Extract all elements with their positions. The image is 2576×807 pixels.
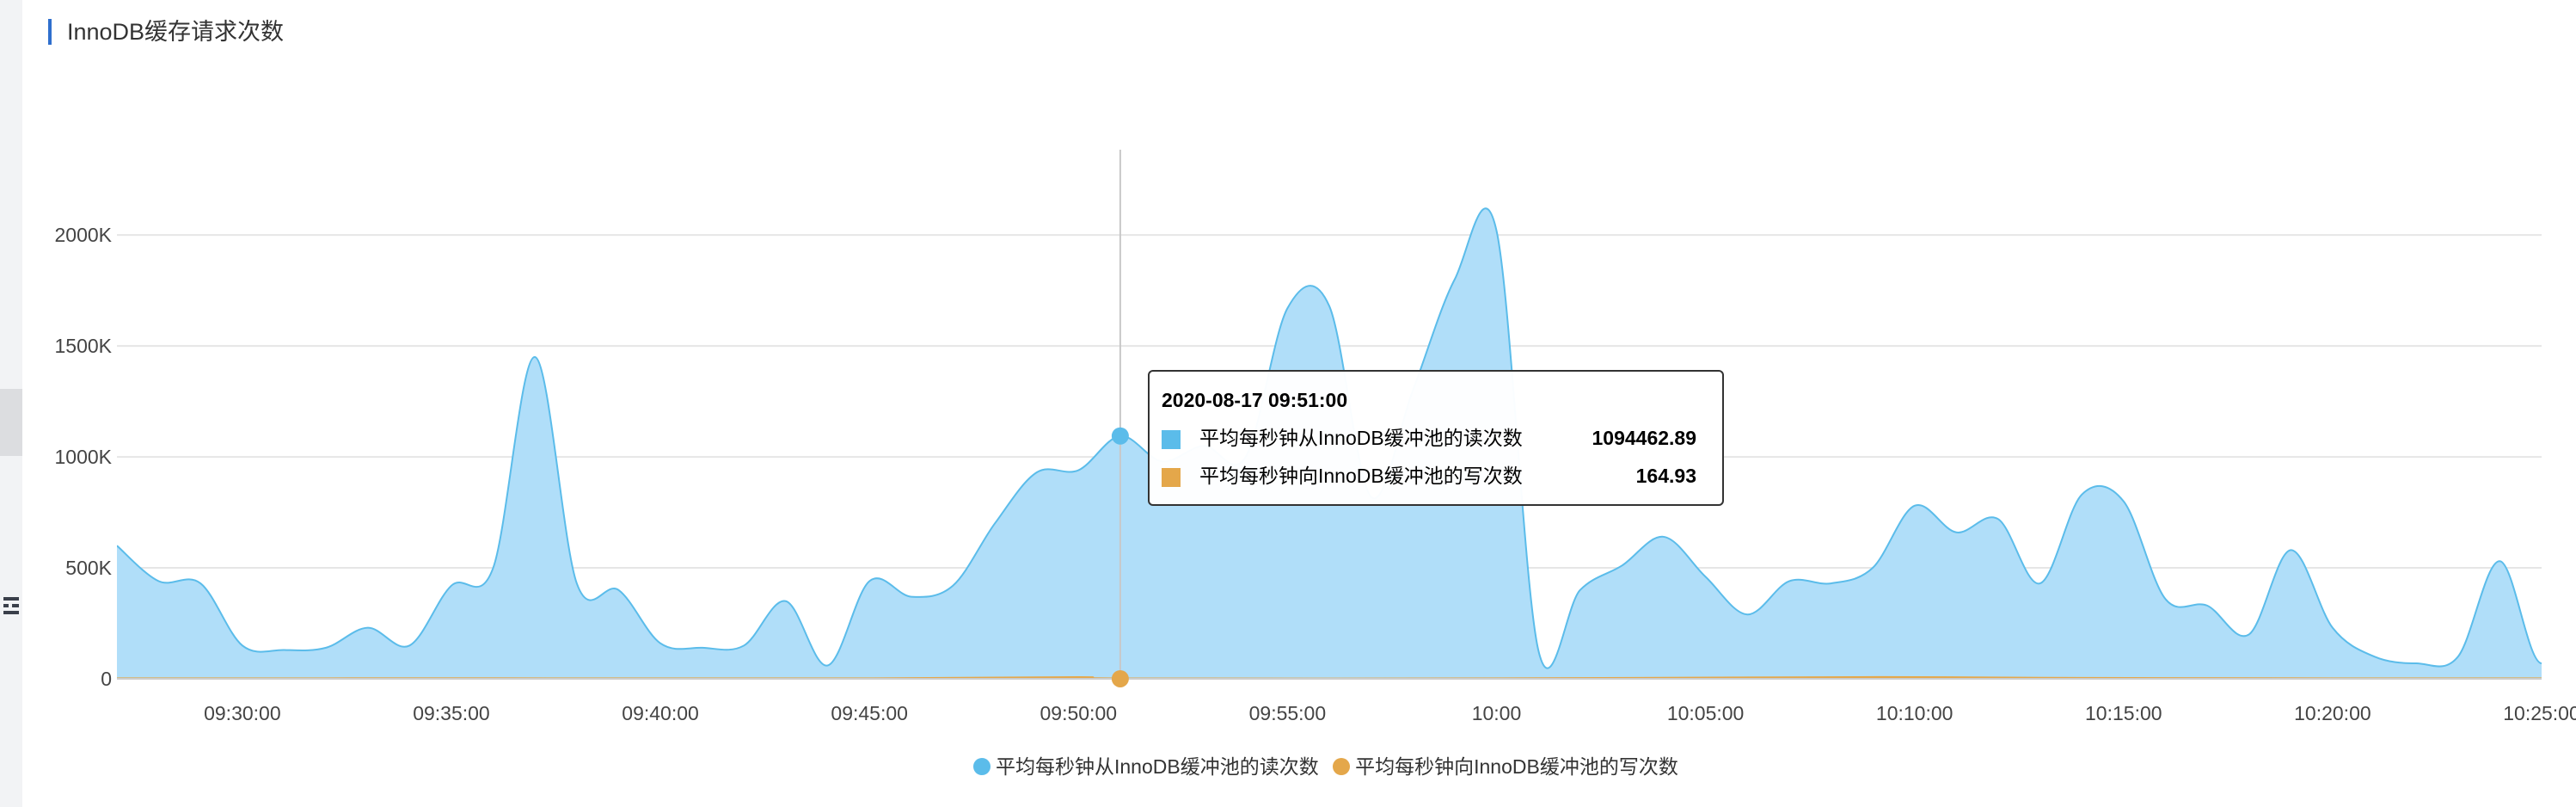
- sidebar-collapse-tab[interactable]: [0, 389, 22, 456]
- tooltip-series-value: 1094462.89: [1592, 427, 1696, 449]
- bar-chart-icon[interactable]: [2, 594, 21, 623]
- tooltip-row-write: 平均每秒钟向InnoDB缓冲池的写次数 164.93: [1162, 463, 1722, 489]
- hover-point-read: [1111, 427, 1129, 445]
- x-tick-label: 09:30:00: [204, 702, 281, 724]
- x-tick-label: 10:00: [1472, 702, 1522, 724]
- x-tick-label: 09:45:00: [831, 702, 908, 724]
- legend-label: 平均每秒钟从InnoDB缓冲池的读次数: [996, 755, 1319, 778]
- tooltip-date: 2020-08-17 09:51:00: [1162, 389, 1348, 411]
- tooltip-swatch-write: [1162, 468, 1181, 487]
- x-tick-label: 10:25:00: [2503, 702, 2576, 724]
- tooltip-series-name: 平均每秒钟向InnoDB缓冲池的写次数: [1199, 465, 1523, 487]
- tooltip-row-read: 平均每秒钟从InnoDB缓冲池的读次数 1094462.89: [1162, 425, 1722, 451]
- hover-tooltip: 2020-08-17 09:51:00 平均每秒钟从InnoDB缓冲池的读次数 …: [1148, 370, 1724, 506]
- legend-item-write[interactable]: 平均每秒钟向InnoDB缓冲池的写次数: [1333, 750, 1678, 779]
- tooltip-swatch-read: [1162, 430, 1181, 449]
- x-tick-label: 09:35:00: [413, 702, 490, 724]
- x-tick-label: 09:40:00: [622, 702, 699, 724]
- legend-item-read[interactable]: 平均每秒钟从InnoDB缓冲池的读次数: [973, 750, 1319, 779]
- legend-dot-icon: [1333, 758, 1351, 775]
- y-tick-label: 500K: [65, 557, 112, 579]
- y-tick-label: 1500K: [54, 335, 112, 357]
- tooltip-series-name: 平均每秒钟从InnoDB缓冲池的读次数: [1199, 427, 1523, 449]
- x-tick-label: 10:20:00: [2294, 702, 2371, 724]
- legend-label: 平均每秒钟向InnoDB缓冲池的写次数: [1355, 755, 1678, 778]
- panel-title: InnoDB缓存请求次数: [48, 19, 284, 45]
- y-tick-label: 0: [101, 668, 112, 690]
- legend-dot-icon: [973, 758, 991, 775]
- x-tick-label: 09:55:00: [1249, 702, 1327, 724]
- chart-legend: 平均每秒钟从InnoDB缓冲池的读次数 平均每秒钟向InnoDB缓冲池的写次数: [973, 750, 1687, 779]
- hover-point-write: [1111, 669, 1129, 687]
- tooltip-series-value: 164.93: [1635, 465, 1696, 487]
- x-tick-label: 10:10:00: [1876, 702, 1953, 724]
- x-tick-label: 10:15:00: [2085, 702, 2162, 724]
- x-tick-label: 10:05:00: [1667, 702, 1745, 724]
- y-tick-label: 1000K: [54, 446, 112, 468]
- y-tick-label: 2000K: [54, 224, 112, 246]
- x-tick-label: 09:50:00: [1040, 702, 1118, 724]
